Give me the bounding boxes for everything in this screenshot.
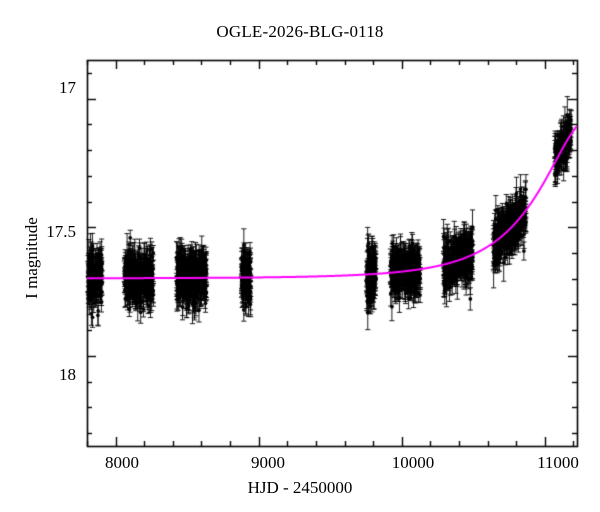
x-tick-label-9000: 9000	[251, 453, 285, 472]
y-axis-label: I magnitude	[22, 217, 41, 299]
y-tick-label-17: 17	[59, 78, 76, 97]
x-tick-label-10000: 10000	[391, 453, 435, 472]
x-tick-label-8000: 8000	[105, 453, 139, 472]
x-axis-label: HJD - 2450000	[247, 478, 353, 497]
y-tick-label-17-5: 17.5	[46, 222, 76, 241]
y-tick-label-18: 18	[59, 365, 76, 384]
x-tick-label-11000: 11000	[537, 453, 579, 472]
